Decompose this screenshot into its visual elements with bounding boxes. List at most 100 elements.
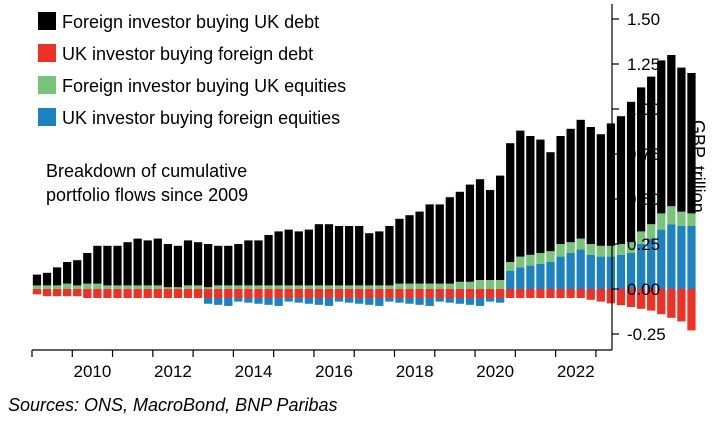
bar-uk-foreign-debt (546, 289, 555, 298)
bar-uk-foreign-equities-neg (455, 298, 464, 304)
bar-uk-foreign-debt (52, 289, 62, 297)
bar-uk-foreign-debt (334, 289, 344, 298)
bar-foreign-investor-buying-uk-equities (304, 285, 313, 289)
bar-foreign-investor-buying-uk-debt (425, 204, 434, 284)
bar-foreign-investor-buying-uk-equities (677, 211, 686, 226)
bar-uk-foreign-equities-neg (365, 298, 374, 305)
bar-foreign-investor-buying-uk-debt (83, 253, 92, 284)
bar-uk-foreign-debt (153, 289, 162, 298)
legend-label: Foreign investor buying UK debt (62, 12, 319, 32)
bar-foreign-investor-buying-uk-equities (173, 287, 183, 289)
bar-uk-foreign-equities-neg (314, 298, 324, 305)
bar-foreign-investor-buying-uk-equities (435, 283, 444, 289)
bar-uk-foreign-equities-neg (214, 298, 223, 305)
bar-uk-foreign-equities-neg (324, 298, 334, 306)
bar-foreign-investor-buying-uk-debt (73, 260, 82, 286)
bar-foreign-investor-buying-uk-debt (355, 226, 364, 286)
bar-foreign-investor-buying-uk-debt (667, 55, 676, 207)
bar-foreign-investor-buying-uk-debt (344, 226, 354, 286)
bar-uk-foreign-debt (163, 289, 172, 298)
bar-uk-foreign-debt (244, 289, 253, 298)
y-tick-label: -0.25 (627, 325, 666, 344)
bar-foreign-investor-buying-uk-debt (365, 233, 374, 286)
bar-foreign-investor-buying-uk-equities (657, 213, 666, 230)
bars-group (32, 55, 696, 331)
bar-foreign-investor-buying-uk-debt (264, 235, 273, 286)
bar-foreign-investor-buying-uk-equities (365, 285, 374, 289)
bar-foreign-investor-buying-uk-equities (546, 251, 555, 262)
bar-foreign-investor-buying-uk-debt (52, 267, 62, 286)
bar-foreign-investor-buying-uk-debt (586, 127, 595, 244)
bar-foreign-investor-buying-uk-equities (566, 242, 575, 253)
x-tick-label: 2012 (154, 362, 192, 381)
bar-foreign-investor-buying-uk-equities (234, 285, 243, 289)
y-tick-label: 0.50 (627, 190, 660, 209)
bar-uk-foreign-debt (93, 289, 102, 298)
bar-uk-foreign-debt (395, 289, 404, 298)
bar-foreign-investor-buying-uk-debt (647, 76, 656, 225)
bar-uk-foreign-debt (385, 289, 394, 298)
bar-foreign-investor-buying-uk-debt (395, 218, 404, 284)
bar-uk-investor-buying-foreign-equities (636, 244, 646, 289)
bar-uk-foreign-debt (596, 289, 605, 302)
legend-swatch (38, 76, 56, 94)
bar-foreign-investor-buying-uk-equities (314, 285, 324, 289)
bar-foreign-investor-buying-uk-equities (244, 285, 253, 289)
bar-foreign-investor-buying-uk-debt (254, 240, 263, 286)
bar-uk-foreign-equities-neg (435, 298, 444, 302)
bar-uk-foreign-equities-neg (264, 298, 273, 305)
y-axis-title: GBP, trillion (688, 120, 708, 213)
bar-foreign-investor-buying-uk-debt (314, 224, 324, 286)
bar-uk-foreign-debt (687, 289, 696, 331)
bar-foreign-investor-buying-uk-debt (183, 240, 193, 286)
bar-uk-foreign-equities-neg (284, 298, 293, 302)
bar-uk-foreign-debt (405, 289, 414, 298)
bar-foreign-investor-buying-uk-debt (556, 136, 565, 244)
bar-uk-investor-buying-foreign-equities (556, 256, 565, 289)
bar-uk-foreign-debt (435, 289, 444, 298)
bar-uk-foreign-debt (576, 289, 585, 298)
annotation-line: Breakdown of cumulative (46, 161, 247, 181)
bar-uk-foreign-debt (193, 289, 203, 298)
bar-foreign-investor-buying-uk-equities (163, 287, 172, 289)
bar-foreign-investor-buying-uk-equities (506, 262, 515, 271)
bar-uk-foreign-debt (485, 289, 495, 298)
legend: Foreign investor buying UK debt UK invest… (38, 12, 346, 128)
x-tick-label: 2020 (476, 362, 514, 381)
bar-foreign-investor-buying-uk-debt (103, 245, 112, 286)
bar-foreign-investor-buying-uk-debt (657, 60, 666, 214)
legend-label: UK investor buying foreign debt (62, 44, 313, 64)
bar-foreign-investor-buying-uk-equities (586, 244, 595, 255)
bar-uk-foreign-equities-neg (415, 298, 424, 305)
bar-foreign-investor-buying-uk-debt (274, 231, 283, 286)
x-tick-label: 2022 (557, 362, 595, 381)
y-tick-label: 1.25 (627, 55, 660, 74)
bar-uk-foreign-equities-neg (344, 298, 354, 303)
y-tick-label: 0.75 (627, 145, 660, 164)
bar-uk-foreign-debt (526, 289, 535, 298)
bar-foreign-investor-buying-uk-equities (405, 283, 414, 289)
bar-foreign-investor-buying-uk-debt (636, 87, 646, 232)
bar-uk-investor-buying-foreign-equities (687, 226, 696, 289)
bar-foreign-investor-buying-uk-equities (455, 281, 464, 289)
bar-foreign-investor-buying-uk-equities (52, 285, 62, 289)
bar-uk-investor-buying-foreign-equities (677, 226, 686, 289)
bar-foreign-investor-buying-uk-debt (32, 274, 42, 286)
bar-foreign-investor-buying-uk-debt (304, 229, 313, 286)
bar-uk-foreign-debt (606, 289, 616, 304)
bar-foreign-investor-buying-uk-equities (153, 285, 162, 289)
bar-uk-investor-buying-foreign-equities (586, 254, 595, 289)
bar-uk-foreign-debt (647, 289, 656, 311)
bar-uk-foreign-debt (375, 289, 384, 298)
bar-foreign-investor-buying-uk-equities (344, 285, 354, 289)
bar-foreign-investor-buying-uk-debt (375, 231, 384, 286)
bar-foreign-investor-buying-uk-debt (42, 272, 52, 286)
bar-foreign-investor-buying-uk-equities (485, 280, 495, 289)
bar-uk-foreign-equities-neg (475, 298, 485, 306)
bar-uk-foreign-equities-neg (304, 298, 313, 304)
x-tick-label: 2016 (315, 362, 353, 381)
bar-uk-investor-buying-foreign-equities (576, 249, 585, 289)
bar-uk-foreign-debt (626, 289, 636, 307)
bar-foreign-investor-buying-uk-debt (546, 152, 555, 252)
bar-foreign-investor-buying-uk-equities (526, 254, 535, 266)
